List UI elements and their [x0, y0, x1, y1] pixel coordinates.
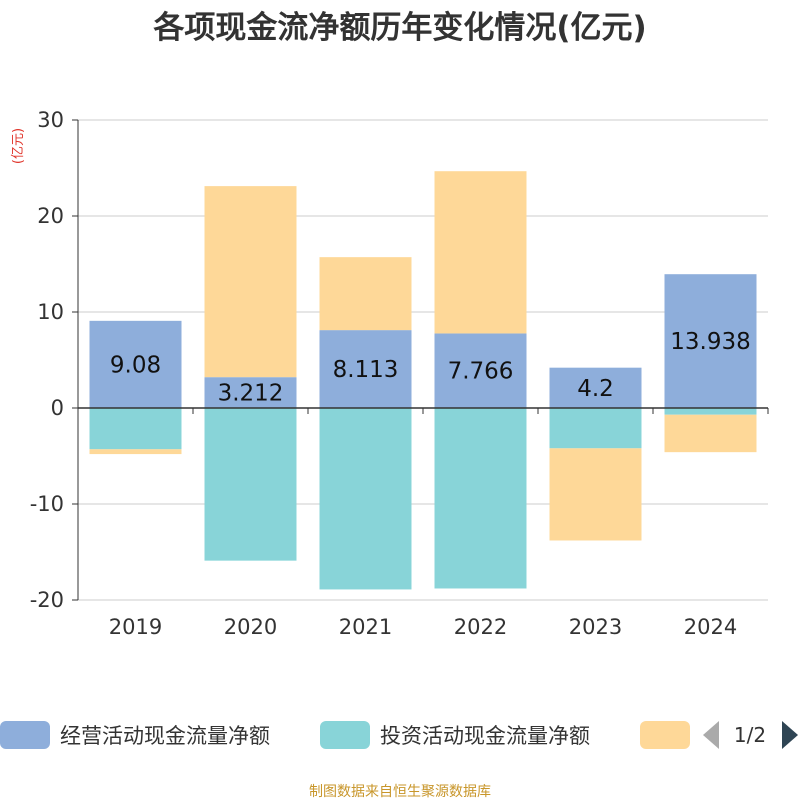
legend-page-indicator: 1/2 [734, 723, 766, 747]
y-unit-label: (亿元) [11, 128, 26, 164]
x-tick-label: 2024 [684, 615, 737, 639]
bar-series3-2019 [89, 449, 182, 455]
data-labels: 9.08 3.212 8.113 7.766 4.2 13.938 [110, 329, 751, 406]
data-label: 7.766 [448, 359, 514, 385]
bars [89, 171, 757, 590]
legend: 经营活动现金流量净额 投资活动现金流量净额 [0, 721, 690, 749]
x-tick-label: 2021 [339, 615, 392, 639]
bar-series3-2020 [204, 186, 297, 378]
bar-series2-2024 [664, 408, 757, 415]
y-tick-label: 10 [37, 300, 64, 324]
legend-swatch-series2 [320, 721, 370, 749]
bar-series2-2021 [319, 408, 412, 590]
bar-series1-2024 [664, 274, 757, 408]
x-tick-labels: 2019 2020 2021 2022 2023 2024 [109, 615, 737, 639]
legend-label-series2: 投资活动现金流量净额 [380, 724, 590, 748]
grid [78, 119, 768, 601]
bar-series3-2024 [664, 414, 757, 453]
legend-pager: 1/2 [703, 721, 798, 749]
bar-series3-2021 [319, 257, 412, 331]
bar-series1-2021 [319, 330, 412, 408]
x-tick-label: 2020 [224, 615, 277, 639]
y-tick-label: 20 [37, 204, 64, 228]
source-note: 制图数据来自恒生聚源数据库 [309, 784, 491, 800]
data-label: 4.2 [577, 376, 614, 402]
bar-series2-2019 [89, 408, 182, 450]
y-tick-label: 0 [51, 396, 64, 420]
bar-series3-2023 [549, 448, 642, 541]
legend-prev-icon[interactable] [703, 721, 719, 749]
data-label: 8.113 [333, 357, 399, 383]
bar-series2-2023 [549, 408, 642, 449]
bar-series2-2020 [204, 408, 297, 561]
bar-series2-2022 [434, 408, 527, 589]
legend-next-icon[interactable] [782, 721, 798, 749]
bar-series1-2023 [549, 367, 642, 408]
x-tick-label: 2019 [109, 615, 162, 639]
bar-series1-2019 [89, 320, 182, 408]
x-axis [77, 407, 769, 414]
bar-series1-2020 [204, 377, 297, 408]
legend-swatch-series3 [640, 721, 690, 749]
data-label: 9.08 [110, 352, 161, 378]
y-axis: -20 -10 0 10 20 30 [30, 108, 79, 612]
legend-swatch-series1 [0, 721, 50, 749]
y-tick-label: -10 [30, 492, 64, 516]
y-tick-label: -20 [30, 588, 64, 612]
bar-series3-2022 [434, 171, 527, 334]
data-label: 3.212 [218, 381, 284, 407]
data-label: 13.938 [670, 329, 750, 355]
x-tick-label: 2023 [569, 615, 622, 639]
x-tick-label: 2022 [454, 615, 507, 639]
y-tick-label: 30 [37, 108, 64, 132]
legend-label-series1: 经营活动现金流量净额 [60, 724, 270, 748]
bar-series1-2022 [434, 333, 527, 408]
chart-title: 各项现金流净额历年变化情况(亿元) [152, 10, 646, 46]
